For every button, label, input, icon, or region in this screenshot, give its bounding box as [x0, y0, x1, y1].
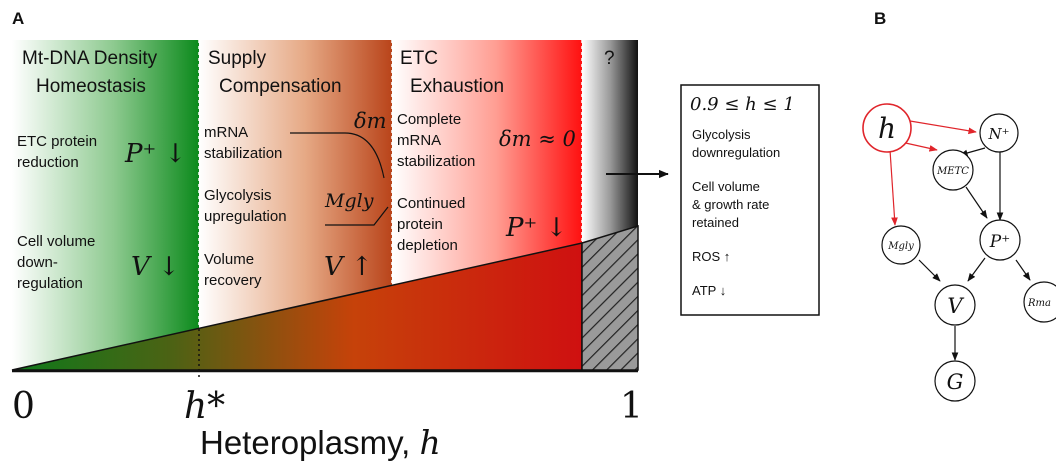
summary-item4: ATP ↓	[692, 283, 726, 298]
comp-mrna-symbol: δm	[354, 109, 387, 133]
glycolysis-ramp-icon	[325, 206, 389, 226]
edge-h-nplus	[909, 120, 977, 135]
comp-vol-symbol: V ↑	[324, 252, 373, 282]
homeo-vol-label-2: down-	[17, 254, 58, 271]
node-v-label: V	[947, 294, 964, 318]
tick-label-one: 1	[620, 386, 643, 427]
node-rma-label: Rma	[1027, 298, 1051, 309]
homeo-vol-label-1: Cell volume	[17, 233, 95, 250]
homeo-etc-symbol: P⁺ ↓	[124, 139, 186, 169]
summary-box-header: 0.9 ≤ h ≤ 1	[690, 94, 795, 115]
region-title-compensation-1: Supply	[208, 48, 267, 69]
edge-metc-pplus	[965, 186, 988, 219]
mrna-decay-curve-icon	[290, 132, 385, 179]
summary-item2-line1: Cell volume	[692, 179, 760, 194]
panel-b-label: B	[874, 9, 886, 28]
region-title-exhaustion-1: ETC	[400, 48, 438, 69]
node-rma: Rma	[1023, 281, 1056, 323]
region-title-homeostasis-1: Mt-DNA Density	[22, 48, 158, 69]
homeo-vol-label-3: regulation	[17, 275, 83, 292]
homeo-vol-symbol: V ↓	[131, 252, 180, 282]
node-nplus-label: N⁺	[987, 125, 1009, 143]
comp-mrna-label-1: mRNA	[204, 124, 248, 141]
summary-box	[680, 84, 820, 316]
summary-item1-line2: downregulation	[692, 145, 780, 160]
region-homeostasis-bg	[12, 40, 199, 370]
edge-mgly-v	[918, 259, 941, 282]
x-axis-label-symbol: h	[419, 423, 440, 462]
exh-prot-symbol: P⁺ ↓	[505, 213, 567, 243]
edge-h-mgly	[889, 149, 898, 226]
exh-mrna-label-3: stabilization	[397, 153, 475, 170]
comp-vol-label-1: Volume	[204, 251, 254, 268]
exh-prot-label-1: Continued	[397, 195, 465, 212]
node-nplus: N⁺	[979, 113, 1019, 153]
comp-vol-label-2: recovery	[204, 272, 262, 289]
exh-mrna-symbol: δm ≈ 0	[499, 127, 576, 151]
tick-label-zero: 0	[12, 386, 35, 427]
summary-item2-line3: retained	[692, 215, 739, 230]
homeo-etc-label-2: reduction	[17, 154, 79, 171]
node-g: G	[934, 360, 976, 402]
node-metc: METC	[932, 149, 974, 191]
x-axis-label: Heteroplasmy, h	[200, 423, 441, 462]
node-v: V	[934, 284, 976, 326]
region-title-unknown: ?	[604, 48, 615, 69]
tick-label-hstar: h*	[184, 386, 225, 427]
region-backgrounds	[12, 40, 638, 370]
node-g-label: G	[947, 370, 964, 394]
region-title-exhaustion-2: Exhaustion	[410, 76, 504, 97]
node-pplus: P⁺	[979, 219, 1021, 261]
node-pplus-label: P⁺	[989, 232, 1010, 252]
node-h: h	[862, 103, 912, 153]
edge-h-metc	[900, 141, 938, 152]
comp-gly-label-1: Glycolysis	[204, 187, 272, 204]
homeo-etc-label-1: ETC protein	[17, 133, 97, 150]
summary-item2-line2: & growth rate	[692, 197, 769, 212]
exh-prot-label-3: depletion	[397, 237, 458, 254]
exh-mrna-label-1: Complete	[397, 111, 461, 128]
node-mgly-label: Mgly	[887, 241, 914, 252]
node-mgly: Mgly	[881, 225, 921, 265]
exh-mrna-label-2: mRNA	[397, 132, 441, 149]
summary-item1-line1: Glycolysis	[692, 127, 751, 142]
panel-a-label: A	[12, 9, 24, 28]
comp-mrna-label-2: stabilization	[204, 145, 282, 162]
comp-gly-label-2: upregulation	[204, 208, 287, 225]
edge-pplus-v	[967, 257, 986, 282]
node-metc-label: METC	[936, 166, 969, 177]
hatched-wedge-region	[581, 224, 639, 371]
region-title-homeostasis-2: Homeostasis	[36, 76, 146, 97]
comp-gly-symbol: Mgly	[324, 190, 374, 212]
node-h-label: h	[878, 112, 896, 145]
exh-prot-label-2: protein	[397, 216, 443, 233]
summary-item3: ROS ↑	[692, 249, 730, 264]
region-title-compensation-2: Compensation	[219, 76, 342, 97]
x-axis-label-text: Heteroplasmy,	[200, 424, 419, 461]
edge-pplus-rma	[1015, 259, 1031, 281]
